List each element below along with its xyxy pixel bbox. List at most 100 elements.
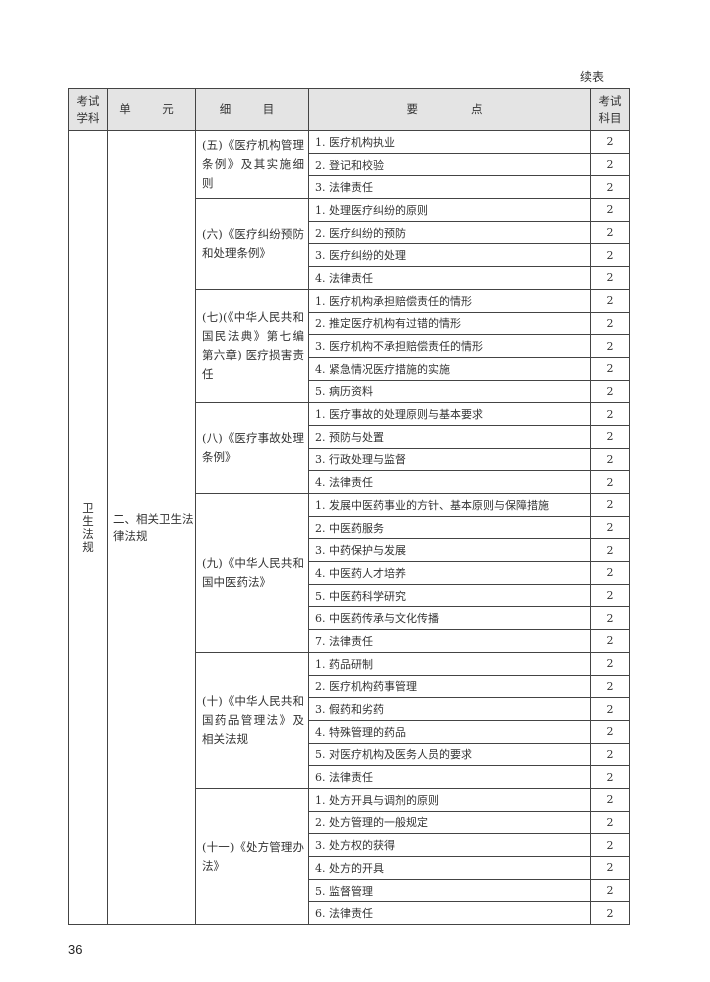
syllabus-table: 考试 学科 单 元 细 目 要 点 考试 科目 卫 生 法 规 二、相关卫生法律法… — [68, 88, 630, 926]
score-cell: 2 — [590, 493, 630, 517]
page-number: 36 — [68, 942, 83, 957]
point-cell: 3. 医疗纠纷的处理 — [308, 243, 591, 268]
table-row: (九)《中华人民共和国中医药法》 1. 发展中医药事业的方针、基本原则与保障措施 2 — [69, 493, 630, 653]
item-cell: (八)《医疗事故处理条例》 — [195, 402, 309, 494]
table-row: 3. 医疗机构不承担赔偿责任的情形 2 — [69, 334, 630, 358]
point-cell: 5. 监督管理 — [308, 878, 591, 903]
table-row: 4. 特殊管理的药品 2 — [69, 719, 630, 744]
score-cell: 2 — [590, 130, 630, 154]
point-cell: 2. 医疗机构药事管理 — [308, 674, 591, 699]
item-cell: (六)《医疗纠纷预防和处理条例》 — [195, 198, 309, 290]
score-cell: 2 — [590, 651, 630, 676]
point-cell: 3. 假药和劣药 — [308, 697, 591, 721]
score-cell: 2 — [590, 765, 630, 789]
subject-label: 卫 生 法 规 — [82, 500, 94, 554]
score-cell: 2 — [590, 901, 630, 926]
point-cell: 1. 药品研制 — [308, 651, 591, 676]
table-row: 6. 中医药传承与文化传播 2 — [69, 606, 630, 631]
point-cell: 3. 行政处理与监督 — [308, 447, 591, 472]
score-cell: 2 — [590, 697, 630, 721]
score-cell: 2 — [590, 175, 630, 200]
score-cell: 2 — [590, 515, 630, 540]
continued-label: 续表 — [580, 70, 605, 84]
table-row: 5. 对医疗机构及医务人员的要求 2 — [69, 742, 630, 767]
table-row: 2. 医疗机构药事管理 2 — [69, 674, 630, 699]
score-cell: 2 — [590, 674, 630, 699]
score-cell: 2 — [590, 470, 630, 494]
score-cell: 2 — [590, 538, 630, 563]
point-cell: 1. 医疗事故的处理原则与基本要求 — [308, 402, 591, 426]
score-cell: 2 — [590, 833, 630, 857]
point-cell: 2. 医疗纠纷的预防 — [308, 220, 591, 245]
header-points: 要 点 — [308, 88, 591, 131]
score-cell: 2 — [590, 243, 630, 268]
point-cell: 5. 中医药科学研究 — [308, 583, 591, 608]
score-cell: 2 — [590, 878, 630, 903]
point-cell: 4. 法律责任 — [308, 266, 591, 290]
score-cell: 2 — [590, 311, 630, 336]
score-cell: 2 — [590, 266, 630, 290]
header-unit: 单 元 — [107, 88, 196, 131]
point-cell: 1. 处方开具与调剂的原则 — [308, 787, 591, 812]
table-row: 卫 生 法 规二、相关卫生法律法规 (五)《医疗机构管理条例》及其实施细则 1. 医… — [68, 129, 630, 926]
item-cell: (十)《中华人民共和国药品管理法》及相关法规 — [195, 651, 309, 789]
item-cell: (十一)《处方管理办法》 — [195, 787, 309, 926]
table-row: (十一)《处方管理办法》 1. 处方开具与调剂的原则 2 — [69, 787, 630, 926]
table-row: 3. 假药和劣药 2 — [69, 697, 630, 721]
table-row: 2. 推定医疗机构有过错的情形 2 — [69, 311, 630, 336]
table-row: 2. 预防与处置 2 — [69, 424, 630, 449]
point-cell: 1. 处理医疗纠纷的原则 — [308, 198, 591, 222]
score-cell: 2 — [590, 379, 630, 404]
point-cell: 3. 处方权的获得 — [308, 833, 591, 857]
score-cell: 2 — [590, 402, 630, 426]
point-cell: 7. 法律责任 — [308, 629, 591, 653]
point-cell: 1. 医疗机构执业 — [308, 130, 591, 154]
table-row: 3. 医疗纠纷的处理 2 — [69, 243, 630, 268]
point-cell: 2. 推定医疗机构有过错的情形 — [308, 311, 591, 336]
score-cell: 2 — [590, 742, 630, 767]
point-cell: 4. 法律责任 — [308, 470, 591, 494]
score-cell: 2 — [590, 583, 630, 608]
point-cell: 5. 病历资料 — [308, 379, 591, 404]
point-cell: 1. 发展中医药事业的方针、基本原则与保障措施 — [308, 493, 591, 517]
score-cell: 2 — [590, 787, 630, 812]
point-cell: 4. 紧急情况医疗措施的实施 — [308, 356, 591, 381]
score-cell: 2 — [590, 424, 630, 449]
table-row: 5. 监督管理 2 — [69, 878, 630, 903]
header-subject-label: 考试 学科 — [76, 93, 100, 125]
point-cell: 2. 处方管理的一般规定 — [308, 810, 591, 835]
item-cell: (九)《中华人民共和国中医药法》 — [195, 493, 309, 653]
point-cell: 6. 法律责任 — [308, 901, 591, 926]
header-item: 细 目 — [195, 88, 309, 131]
header-subject: 考试 学科 — [68, 88, 108, 131]
subject-cell: 卫 生 法 规 — [68, 129, 108, 926]
point-cell: 6. 法律责任 — [308, 765, 591, 789]
score-cell: 2 — [590, 629, 630, 653]
table-row: 6. 法律责任 2 — [69, 901, 630, 926]
point-cell: 3. 中药保护与发展 — [308, 538, 591, 563]
score-cell: 2 — [590, 334, 630, 358]
table-row: 3. 行政处理与监督 2 — [69, 447, 630, 472]
point-cell: 5. 对医疗机构及医务人员的要求 — [308, 742, 591, 767]
point-cell: 4. 特殊管理的药品 — [308, 719, 591, 744]
point-cell: 3. 法律责任 — [308, 175, 591, 200]
score-cell: 2 — [590, 810, 630, 835]
point-cell: 3. 医疗机构不承担赔偿责任的情形 — [308, 334, 591, 358]
point-cell: 6. 中医药传承与文化传播 — [308, 606, 591, 631]
score-cell: 2 — [590, 220, 630, 245]
table-row: (八)《医疗事故处理条例》 1. 医疗事故的处理原则与基本要求 2 — [69, 402, 630, 494]
item-cell: (五)《医疗机构管理条例》及其实施细则 — [195, 129, 309, 200]
table-row: 4. 处方的开具 2 — [69, 856, 630, 880]
table-body: 卫 生 法 规二、相关卫生法律法规 (五)《医疗机构管理条例》及其实施细则 1. 医… — [68, 129, 630, 926]
score-cell: 2 — [590, 606, 630, 631]
item-cell: (七)(《中华人民共和国民法典》第七编第六章) 医疗损害责任 — [195, 288, 309, 404]
score-cell: 2 — [590, 561, 630, 585]
header-row: 考试 学科 单 元 细 目 要 点 考试 科目 — [68, 88, 630, 131]
score-cell: 2 — [590, 288, 630, 313]
score-cell: 2 — [590, 356, 630, 381]
score-cell: 2 — [590, 152, 630, 177]
score-cell: 2 — [590, 198, 630, 222]
point-cell: 1. 医疗机构承担赔偿责任的情形 — [308, 288, 591, 313]
score-cell: 2 — [590, 719, 630, 744]
point-cell: 4. 中医药人才培养 — [308, 561, 591, 585]
